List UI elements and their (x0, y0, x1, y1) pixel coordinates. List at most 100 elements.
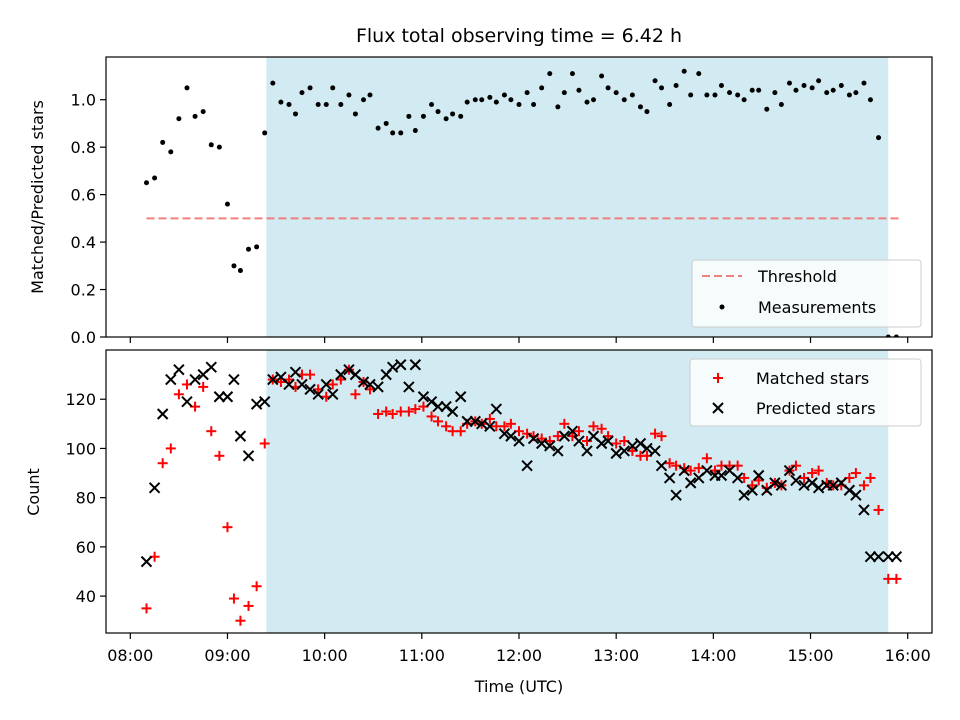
matched-star-point (403, 406, 414, 417)
measurement-point (621, 97, 627, 103)
bottom-legend-box (689, 358, 922, 427)
predicted-star-point (573, 435, 585, 447)
measurement-point (764, 106, 770, 112)
measurement-point (246, 246, 252, 252)
predicted-star-point (205, 361, 217, 373)
predicted-star-point (490, 403, 503, 415)
matched-star-point (499, 421, 510, 432)
top-points-layer (143, 68, 899, 337)
measurement-point (487, 94, 493, 100)
measurement-point (143, 180, 149, 186)
predicted-star-point (618, 445, 630, 457)
top-panel: 0.0 0.2 0.4 0.6 0.8 1.0 Matched/Predicted sta… (28, 56, 933, 347)
measurement-point (727, 90, 733, 96)
predicted-star-point (581, 445, 593, 457)
measurement-point (262, 130, 268, 136)
matched-star-point (327, 379, 338, 390)
predicted-star-point (535, 437, 548, 450)
matched-star-point (284, 374, 295, 385)
measurement-point (637, 104, 643, 110)
matched-star-point (243, 600, 254, 611)
matched-star-point (350, 389, 361, 400)
predicted-star-point (304, 383, 316, 396)
predicted-star-point (872, 551, 885, 563)
measurement-point (809, 85, 815, 91)
predicted-star-point (454, 391, 467, 403)
predicted-star-point (259, 395, 271, 408)
predicted-star-point (234, 430, 247, 442)
matched-star-point (747, 480, 758, 491)
measurement-point (584, 99, 590, 105)
matched-star-point (206, 426, 217, 437)
predicted-star-point (858, 504, 870, 516)
predicted-star-point (655, 459, 668, 472)
predicted-star-point (140, 555, 153, 568)
predicted-star-point (505, 430, 517, 442)
predicted-star-point (469, 415, 481, 428)
measurement-point (830, 87, 836, 93)
matched-star-point (305, 369, 316, 380)
measurements-legend-swatch (719, 304, 725, 310)
measurement-point (346, 92, 352, 98)
measurement-point (816, 78, 822, 84)
matched-star-point (410, 404, 421, 415)
bottom-y-axis-title: Count (24, 468, 43, 516)
measurement-point (876, 135, 882, 141)
measurement-point (458, 113, 464, 119)
predicted-star-point (364, 378, 376, 391)
predicted-star-point (476, 418, 488, 430)
matched-star-point (650, 428, 661, 439)
matched-star-point (865, 472, 876, 483)
measurement-point (786, 80, 792, 86)
predicted-star-point (527, 432, 540, 445)
measurement-point (591, 97, 597, 103)
predicted-star-point (165, 373, 177, 386)
predicted-star-point (806, 477, 818, 489)
matched-star-point (873, 504, 884, 515)
matched-star-point (573, 426, 584, 437)
matched-star-point (228, 593, 239, 604)
measurement-point (696, 71, 702, 77)
matched-star-point (522, 428, 533, 439)
predicted-star-point (335, 368, 347, 381)
measurement-point (756, 87, 762, 93)
measurement-point (208, 142, 214, 148)
matched-star-point (739, 472, 750, 483)
measurement-point (168, 149, 174, 155)
predicted-star-point (602, 435, 614, 447)
measurement-point (749, 87, 755, 93)
measurement-point (160, 139, 166, 145)
predicted-star-point (552, 445, 564, 457)
bottom-legend: Matched stars Predicted stars (689, 358, 922, 427)
matched-star-point (173, 389, 184, 400)
matched-star-point (807, 468, 818, 479)
measurement-point (383, 120, 389, 126)
predicted-star-point (843, 484, 856, 496)
measurement-point (361, 97, 367, 103)
matched-star-point (603, 431, 614, 442)
bottom-y-axis: 40 60 80 100 120 (65, 390, 106, 606)
measurement-point (429, 101, 435, 107)
x-tick-label: 16:00 (885, 646, 931, 665)
matched-star-point (858, 480, 869, 491)
measurement-point (885, 334, 891, 337)
measurement-point (741, 97, 747, 103)
matched-star-point (157, 458, 168, 469)
predicted-star-point (283, 378, 295, 391)
measurement-point (254, 244, 260, 250)
matched-star-point (544, 436, 555, 447)
matched-star-point (790, 460, 801, 471)
measurement-point (861, 80, 867, 86)
predicted-star-point (634, 437, 647, 450)
measurement-point (516, 101, 522, 107)
predicted-star-point (678, 464, 690, 477)
top-y-tick-label: 0.4 (71, 233, 96, 252)
measurement-point (435, 109, 441, 115)
predicted-star-point (769, 477, 781, 489)
measurement-point (375, 125, 381, 131)
measurement-point (547, 71, 553, 77)
top-y-tick-label: 0.8 (71, 138, 96, 157)
top-y-axis: 0.0 0.2 0.4 0.6 0.8 1.0 (71, 91, 106, 347)
measurement-point (367, 92, 373, 98)
matched-star-point (433, 416, 444, 427)
